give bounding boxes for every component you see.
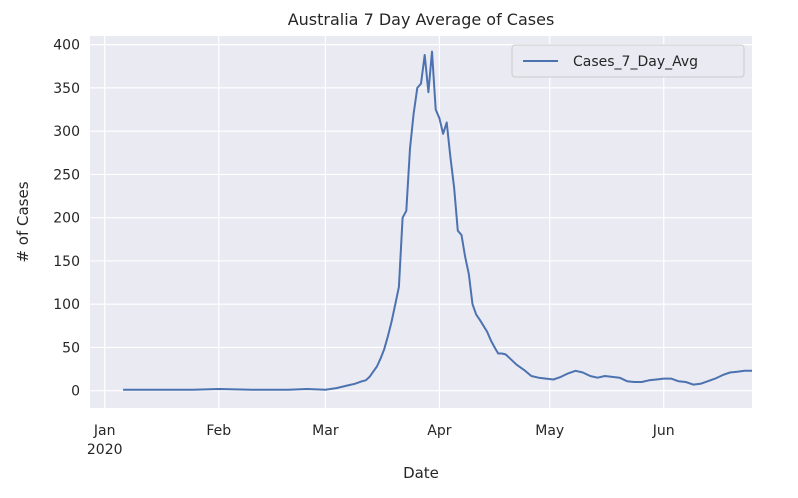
x-tick-sublabel: 2020 (87, 442, 123, 458)
x-axis-ticks: Jan 2020 Feb Mar Apr May Jun (87, 423, 675, 458)
y-tick-label: 350 (53, 81, 80, 97)
legend-box (511, 44, 745, 78)
y-tick-label: 400 (53, 38, 80, 54)
y-tick-label: 100 (53, 297, 80, 313)
x-axis-label: Date (403, 464, 439, 482)
y-tick-label: 150 (53, 254, 80, 270)
plot-area (90, 36, 752, 408)
y-tick-label: 300 (53, 124, 80, 140)
series-line-cases-7-day-avg (123, 50, 752, 391)
y-tick-label: 250 (53, 167, 80, 183)
y-axis-label: # of Cases (14, 181, 32, 262)
y-tick-label: 200 (53, 211, 80, 227)
y-axis-ticks: 0 50 100 150 200 250 300 350 400 (53, 38, 80, 400)
grid-lines (90, 36, 752, 408)
x-tick-label: May (535, 423, 564, 439)
x-tick-label: Jun (652, 423, 675, 439)
legend-entry-label: Cases_7_Day_Avg (573, 54, 698, 70)
y-tick-label: 0 (71, 384, 80, 400)
x-tick-label: Feb (206, 423, 231, 439)
x-tick-label: Apr (427, 423, 451, 439)
legend: Cases_7_Day_Avg (511, 44, 745, 78)
chart-title: Australia 7 Day Average of Cases (288, 10, 555, 29)
y-tick-label: 50 (62, 340, 80, 356)
x-tick-label: Mar (312, 423, 339, 439)
x-tick-label: Jan (93, 423, 116, 439)
